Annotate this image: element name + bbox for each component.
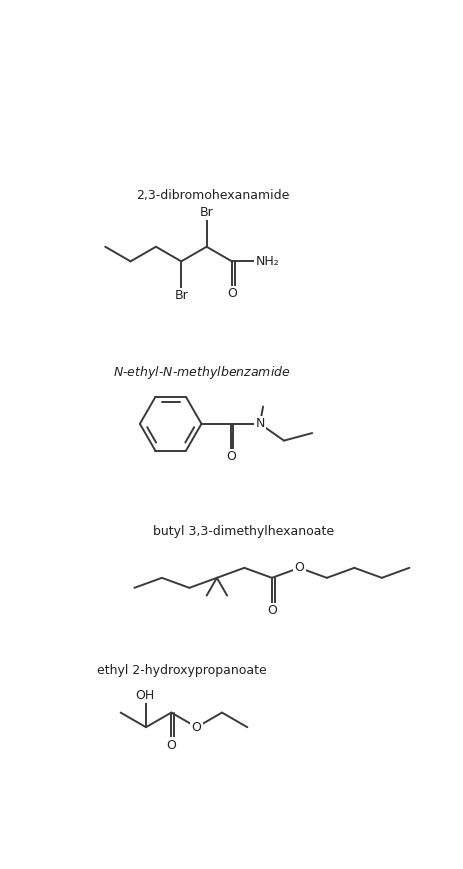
Text: 2,3-dibromohexanamide: 2,3-dibromohexanamide — [136, 189, 290, 202]
Text: OH: OH — [135, 689, 154, 702]
Text: O: O — [226, 450, 236, 463]
Text: O: O — [166, 739, 176, 752]
Text: Br: Br — [200, 206, 213, 219]
Text: ethyl 2-hydroxypropanoate: ethyl 2-hydroxypropanoate — [97, 664, 267, 677]
Text: O: O — [294, 561, 304, 574]
Text: O: O — [227, 288, 237, 301]
Text: butyl 3,3-dimethylhexanoate: butyl 3,3-dimethylhexanoate — [153, 525, 334, 538]
Text: NH₂: NH₂ — [256, 255, 280, 268]
Text: O: O — [267, 604, 277, 617]
Text: Br: Br — [175, 289, 188, 302]
Text: O: O — [192, 720, 201, 733]
Text: N: N — [255, 417, 265, 430]
Text: $N$-ethyl-$N$-methylbenzamide: $N$-ethyl-$N$-methylbenzamide — [113, 364, 290, 381]
